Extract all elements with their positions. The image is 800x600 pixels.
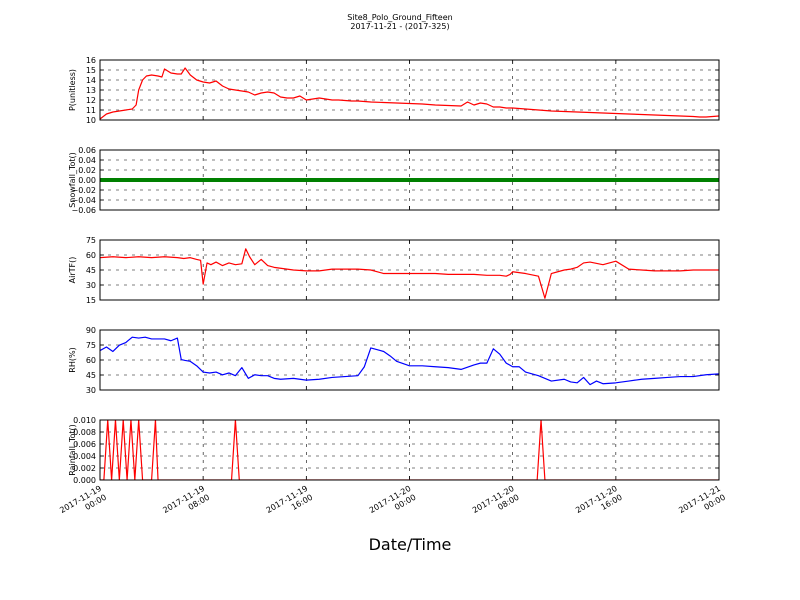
series-line-rh (100, 336, 719, 386)
x-axis-label: Date/Time (369, 535, 452, 554)
x-tick-label: 2017-11-1916:00 (265, 484, 315, 524)
series-line-p-unitless (100, 67, 719, 120)
x-tick-label: 2017-11-2016:00 (574, 484, 624, 524)
y-tick-label: 30 (86, 386, 96, 395)
y-tick-label: −0.04 (71, 196, 96, 205)
y-tick-label: 60 (86, 251, 96, 260)
y-tick-label: 0.06 (78, 146, 96, 155)
y-axis-label: Snowfall_Tot() (68, 152, 77, 208)
y-tick-label: 14 (86, 76, 96, 85)
x-tick-label: 2017-11-2008:00 (471, 484, 521, 524)
y-tick-label: 45 (86, 371, 96, 380)
y-tick-label: 0.002 (73, 464, 96, 473)
x-tick-label: 2017-11-1900:00 (58, 484, 108, 524)
axes-frame (99, 239, 720, 301)
axes-frame (99, 59, 720, 121)
y-tick-label: 15 (86, 296, 96, 305)
y-tick-label: 75 (86, 236, 96, 245)
y-tick-label: 90 (86, 326, 96, 335)
y-axis-label: P(unitless) (68, 69, 77, 111)
y-tick-label: −0.02 (71, 186, 96, 195)
y-axis-label: Rainfall_Tot() (68, 424, 77, 476)
y-axis-label: AirTF() (68, 257, 77, 284)
series-line-airtf (100, 248, 719, 299)
axes-frame (99, 329, 720, 391)
x-tick-label: 2017-11-1908:00 (161, 484, 211, 524)
y-tick-label: −0.06 (71, 206, 96, 215)
y-tick-label: 16 (86, 56, 96, 65)
y-tick-label: 13 (86, 86, 96, 95)
x-tick-label: 2017-11-2100:00 (677, 484, 727, 524)
y-tick-label: 10 (86, 116, 96, 125)
chart-subtitle: 2017-11-21 - (2017-325) (350, 22, 449, 31)
y-tick-label: 11 (86, 106, 96, 115)
y-tick-label: 60 (86, 356, 96, 365)
y-axis-label: RH(%) (68, 347, 77, 372)
x-tick-labels: 2017-11-1900:00 2017-11-1908:00 2017-11-19… (58, 484, 727, 524)
y-tick-label: 75 (86, 341, 96, 350)
y-tick-label: 0.000 (73, 476, 96, 485)
y-tick-label: 0.02 (78, 166, 96, 175)
panel-snowfall-tot: −0.06−0.04−0.020.000.020.040.06Snowfall_… (68, 146, 720, 215)
y-tick-label: 15 (86, 66, 96, 75)
y-tick-label: 0.006 (73, 440, 96, 449)
chart-title: Site8_Polo_Ground_Fifteen (347, 13, 452, 22)
axes-frame (99, 149, 720, 211)
y-tick-label: 0.004 (73, 452, 96, 461)
panel-rh: 30 45 60 75 90 RH(%) (68, 326, 720, 395)
axes-frame (99, 419, 720, 481)
y-tick-label: 0.00 (78, 176, 96, 185)
y-tick-label: 0.010 (73, 416, 96, 425)
y-tick-label: 12 (86, 96, 96, 105)
y-tick-label: 30 (86, 281, 96, 290)
y-tick-label: 0.008 (73, 428, 96, 437)
panels: 10111213141516P(unitless)−0.06−0.04−0.02… (68, 56, 720, 485)
panel-airtf: 15 30 45 60 75 AirTF() (68, 236, 720, 305)
x-tick-label: 2017-11-2000:00 (368, 484, 418, 524)
panel-rainfall-tot: 0.000 0.002 0.004 0.006 0.008 0.010Rainfall_T… (68, 416, 720, 485)
y-tick-label: 0.04 (78, 156, 96, 165)
y-tick-label: 45 (86, 266, 96, 275)
